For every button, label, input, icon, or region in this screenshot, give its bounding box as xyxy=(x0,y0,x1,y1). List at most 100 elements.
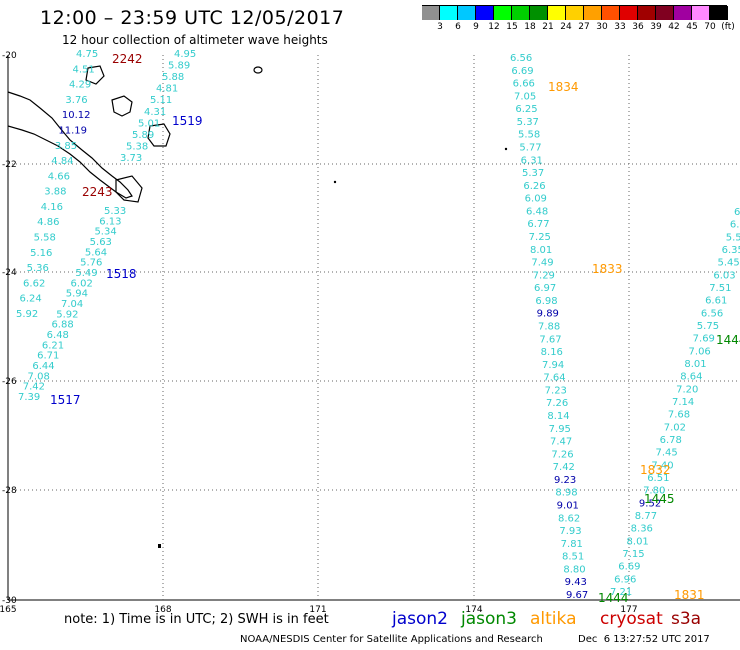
wave-height-value: 9.01 xyxy=(557,501,579,512)
wave-height-value: 7.95 xyxy=(549,424,571,435)
wave-height-value: 7.42 xyxy=(553,462,575,473)
wave-height-value: 9.89 xyxy=(537,309,559,320)
colorbar-tick-label: 36 xyxy=(632,22,644,32)
colorbar-tick-label: 24 xyxy=(560,22,572,32)
wave-height-value: 6.78 xyxy=(660,435,682,446)
colorbar-swatch xyxy=(512,6,530,20)
wave-height-value: 6.56 xyxy=(510,53,532,64)
wave-height-value: 7.05 xyxy=(514,91,536,102)
wave-height-value: 5.63 xyxy=(90,237,112,248)
pass-time-label: 1832 xyxy=(640,463,671,477)
pass-time-label: 2242 xyxy=(112,52,143,66)
wave-height-value: 5.58 xyxy=(518,130,540,141)
wave-height-value: 3.88 xyxy=(44,187,66,198)
wave-height-value: 5.92 xyxy=(16,309,38,320)
wave-height-value: 8.14 xyxy=(547,411,569,422)
colorbar-swatch xyxy=(458,6,476,20)
wave-height-value: 6.96 xyxy=(614,574,636,585)
wave-height-value: 5.75 xyxy=(697,321,719,332)
longitude-tick-label: 165 xyxy=(0,605,17,615)
wave-height-value: 4.75 xyxy=(76,49,98,60)
wave-height-value: 8.01 xyxy=(627,536,649,547)
wave-height-value: 4.29 xyxy=(69,80,91,91)
wave-height-value: 7.51 xyxy=(709,283,731,294)
wave-height-value: 5.89 xyxy=(132,130,154,141)
pass-time-label: 1833 xyxy=(592,262,623,276)
wave-height-value: 4.95 xyxy=(174,49,196,60)
pass-time-label: 2243 xyxy=(82,185,113,199)
wave-height-value: 7.39 xyxy=(18,392,40,403)
wave-height-value: 8.01 xyxy=(684,359,706,370)
wave-height-value: 6.44 xyxy=(32,361,54,372)
wave-height-value: 7.08 xyxy=(28,371,50,382)
colorbar-swatch xyxy=(602,6,620,20)
longitude-tick-label: 177 xyxy=(620,605,637,615)
colorbar-tick-label: 18 xyxy=(524,22,536,32)
colorbar-tick-label: 27 xyxy=(578,22,590,32)
wave-height-value: 4.86 xyxy=(37,217,59,228)
wave-height-value: 9.43 xyxy=(565,577,587,588)
colorbar-swatch xyxy=(548,6,566,20)
pass-time-label: 1518 xyxy=(106,267,137,281)
wave-height-value: 7.94 xyxy=(542,360,564,371)
wave-height-value: 8.77 xyxy=(635,511,657,522)
wave-height-value: 7.64 xyxy=(543,373,565,384)
wave-height-value: 11.19 xyxy=(58,125,87,136)
island-coastline xyxy=(147,123,171,147)
wave-height-value: 6.98 xyxy=(535,296,557,307)
wave-height-value: 5.38 xyxy=(126,141,148,152)
wave-height-value: 5.92 xyxy=(56,309,78,320)
colorbar-swatch xyxy=(638,6,656,20)
colorbar-tick-label: 42 xyxy=(668,22,680,32)
wave-height-value: 6.02 xyxy=(71,278,93,289)
small-island xyxy=(333,180,337,184)
new-caledonia-coastline xyxy=(7,91,133,199)
legend-jason3: jason3 xyxy=(461,609,517,629)
wave-height-value: 7.06 xyxy=(689,346,711,357)
wave-height-value: 5.36 xyxy=(27,263,49,274)
colorbar-tick-label: 9 xyxy=(473,22,479,32)
wave-height-value: 7.69 xyxy=(693,334,715,345)
wave-height-value: 7.20 xyxy=(676,384,698,395)
pass-time-label: 1444 xyxy=(598,591,629,605)
wave-height-value: 7.45 xyxy=(655,448,677,459)
wave-height-value: 3.73 xyxy=(120,153,142,164)
wave-height-value: 5.88 xyxy=(162,72,184,83)
wave-height-value: 6.5 xyxy=(734,207,740,218)
pass-time-label: 1517 xyxy=(50,393,81,407)
wave-height-value: 9.67 xyxy=(566,590,588,601)
colorbar-tick-label: 15 xyxy=(506,22,518,32)
latitude-tick-label: -24 xyxy=(2,268,17,278)
legend-s3a: s3a xyxy=(671,609,702,629)
wave-height-value: 7.81 xyxy=(561,539,583,550)
island-coastline xyxy=(115,175,143,203)
legend-jason2: jason2 xyxy=(392,609,448,629)
wave-height-value: 8.62 xyxy=(558,513,580,524)
wave-height-value: 7.68 xyxy=(668,410,690,421)
latitude-tick-label: -30 xyxy=(2,596,17,606)
colorbar-swatch xyxy=(710,6,728,20)
wave-height-value: 7.04 xyxy=(61,299,83,310)
wave-height-value: 6.62 xyxy=(23,278,45,289)
wave-height-value: 6.21 xyxy=(42,340,64,351)
wave-height-value: 3.76 xyxy=(65,95,87,106)
wave-height-value: 6.35 xyxy=(722,245,740,256)
legend-altika: altika xyxy=(530,609,577,629)
colorbar-swatch xyxy=(566,6,584,20)
colorbar-swatch xyxy=(692,6,710,20)
wave-height-value: 5.77 xyxy=(519,143,541,154)
small-island xyxy=(158,544,161,548)
colorbar-swatch xyxy=(620,6,638,20)
island-coastline xyxy=(85,65,105,85)
longitude-tick-label: 171 xyxy=(309,605,326,615)
latitude-tick-label: -20 xyxy=(2,51,17,61)
wave-height-value: 7.26 xyxy=(551,449,573,460)
wave-height-value: 6.03 xyxy=(713,270,735,281)
wave-height-value: 9.23 xyxy=(554,475,576,486)
colorbar-swatch xyxy=(584,6,602,20)
wave-height-value: 7.40 xyxy=(651,460,673,471)
wave-height-value: 8.98 xyxy=(555,488,577,499)
colorbar-tick-label: 70 xyxy=(704,22,716,32)
wave-height-value: 6.48 xyxy=(47,330,69,341)
